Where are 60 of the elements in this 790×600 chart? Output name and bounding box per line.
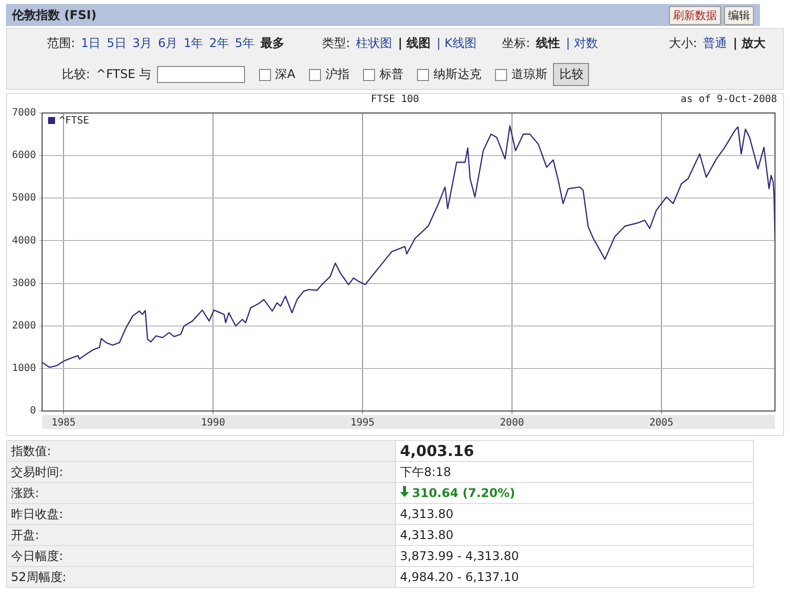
y-tick-label: 3000 bbox=[12, 278, 36, 289]
chart-subtitle: as of 9-Oct-2008 bbox=[680, 94, 777, 105]
y-tick-label: 1000 bbox=[12, 363, 36, 374]
x-tick-label: 1990 bbox=[201, 418, 226, 429]
text: 5日 bbox=[106, 35, 126, 52]
text: | 对数 bbox=[566, 35, 598, 52]
y-tick-label: 4000 bbox=[12, 235, 36, 246]
text: 交易时间: bbox=[6, 462, 396, 482]
text: 昨日收盘: bbox=[6, 504, 396, 524]
text: 4,313.80 bbox=[396, 524, 754, 546]
text: 指数值: bbox=[6, 440, 396, 462]
text: 柱状图 bbox=[356, 35, 392, 52]
text: 深A bbox=[275, 67, 296, 81]
x-tick-label: 2005 bbox=[649, 418, 674, 429]
text: 最多 bbox=[260, 35, 285, 52]
text: 2年 bbox=[209, 35, 229, 52]
text: | 放大 bbox=[733, 35, 766, 52]
text: 52周幅度: bbox=[6, 566, 396, 588]
text: 标普 bbox=[379, 67, 404, 81]
x-tick-label: 1995 bbox=[350, 418, 375, 429]
text: 大小: bbox=[669, 35, 698, 52]
text: 4,313.80 bbox=[396, 504, 754, 524]
text: 1日 bbox=[81, 35, 101, 52]
text: 类型: bbox=[322, 35, 350, 52]
y-tick-label: 2000 bbox=[12, 320, 36, 332]
x-tick-label: 2000 bbox=[500, 418, 524, 429]
text: 编辑 bbox=[724, 6, 754, 24]
text: ^FTSE 与 bbox=[96, 66, 152, 83]
y-tick-label: 7000 bbox=[12, 108, 36, 119]
text: 范围: bbox=[47, 35, 76, 52]
text: 涨跌: bbox=[6, 482, 396, 504]
y-tick-label: 5000 bbox=[12, 192, 36, 204]
text: 1年 bbox=[184, 35, 204, 52]
text: 6月 bbox=[158, 35, 178, 52]
y-tick-label: 6000 bbox=[12, 150, 36, 162]
text: 今日幅度: bbox=[6, 546, 396, 566]
text: 4,984.20 - 6,137.10 bbox=[396, 566, 754, 588]
text: 坐标: bbox=[502, 35, 530, 52]
x-tick-label: 1985 bbox=[52, 418, 76, 429]
text: 3,873.99 - 4,313.80 bbox=[396, 546, 754, 566]
text: 下午8:18 bbox=[396, 462, 754, 482]
text: 5年 bbox=[234, 35, 255, 52]
text: | K线图 bbox=[436, 35, 476, 52]
text: | 线图 bbox=[398, 35, 431, 52]
text: 伦敦指数 (FSI) bbox=[12, 6, 96, 24]
text: 比较 bbox=[553, 63, 590, 86]
text: 3月 bbox=[132, 35, 152, 52]
text: 4,003.16 bbox=[396, 440, 754, 462]
legend-label: ^FTSE bbox=[59, 116, 90, 127]
chart-title: FTSE 100 bbox=[370, 94, 420, 105]
text: 普通 bbox=[703, 35, 728, 52]
text: 310.64 (7.20%) bbox=[396, 482, 754, 504]
text: 比较: bbox=[62, 66, 90, 83]
text: 刷新数据 bbox=[669, 6, 721, 24]
text: 开盘: bbox=[6, 524, 396, 546]
text: 纳斯达克 bbox=[433, 67, 482, 81]
text: 道琼斯 bbox=[511, 67, 548, 81]
y-tick-label: 0 bbox=[30, 406, 36, 417]
text: 线性 bbox=[536, 35, 560, 52]
text: 沪指 bbox=[325, 67, 350, 81]
